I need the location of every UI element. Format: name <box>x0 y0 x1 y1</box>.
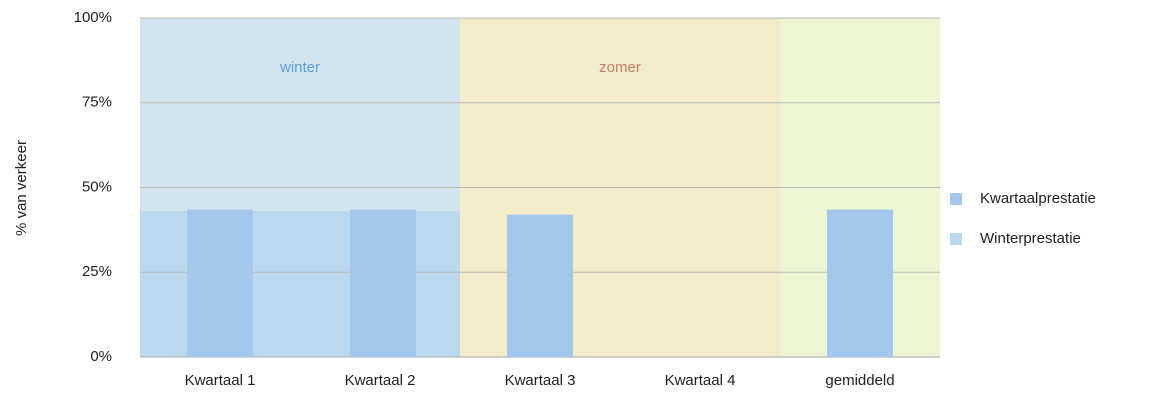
region-label: zomer <box>599 59 641 76</box>
legend-label: Winterprestatie <box>980 230 1081 247</box>
x-tick-label: Kwartaal 4 <box>665 372 736 389</box>
y-tick-label: 100% <box>74 9 112 26</box>
y-tick-label: 50% <box>82 178 112 195</box>
bar <box>507 214 573 357</box>
legend-swatch <box>950 233 962 245</box>
bar <box>350 209 416 357</box>
legend-swatch <box>950 193 962 205</box>
y-axis-label: % van verkeer <box>13 140 30 236</box>
x-tick-label: gemiddeld <box>825 372 894 389</box>
x-tick-label: Kwartaal 2 <box>345 372 416 389</box>
y-tick-label: 25% <box>82 263 112 280</box>
x-tick-label: Kwartaal 1 <box>185 372 256 389</box>
x-tick-label: Kwartaal 3 <box>505 372 576 389</box>
region-label: winter <box>279 59 320 76</box>
bar <box>187 209 253 357</box>
bar <box>827 209 893 357</box>
y-tick-label: 75% <box>82 94 112 111</box>
y-tick-label: 0% <box>90 348 112 365</box>
legend-label: Kwartaalprestatie <box>980 190 1096 207</box>
